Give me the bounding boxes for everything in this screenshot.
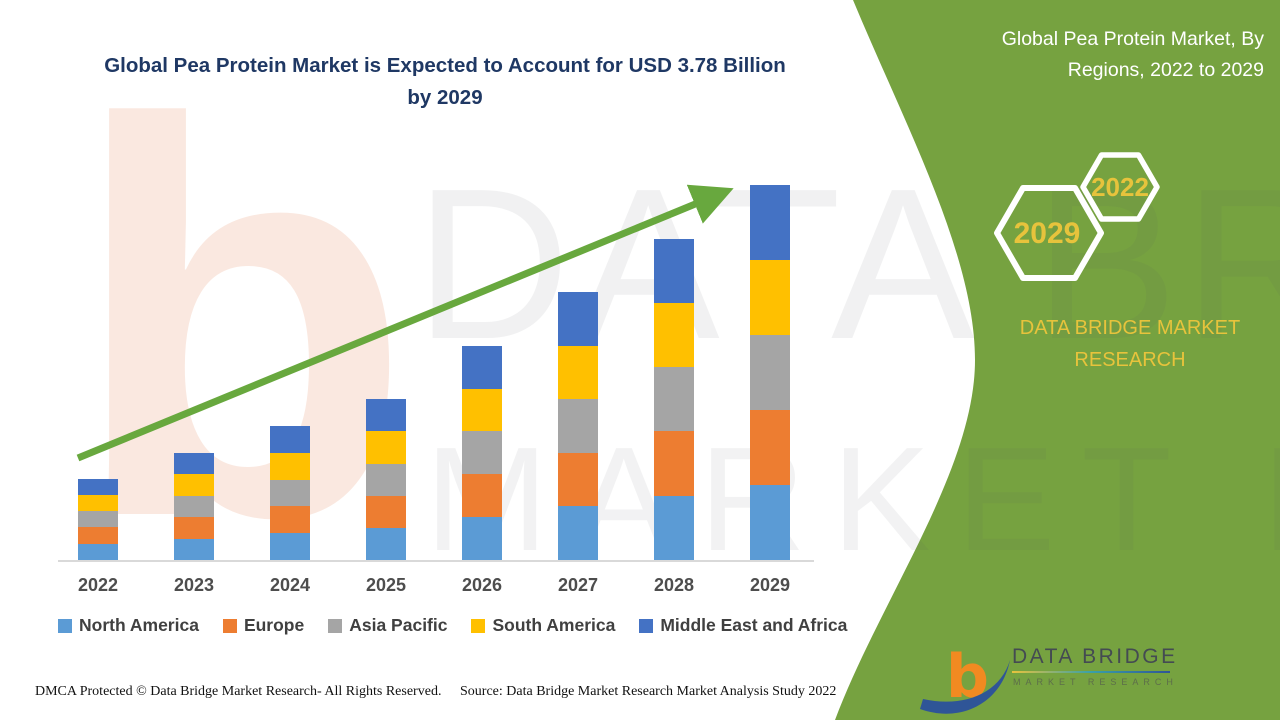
legend-label: North America <box>79 615 199 635</box>
bar-2022-europe <box>78 527 118 544</box>
legend-label: South America <box>492 615 616 635</box>
bar-2024-europe <box>270 506 310 534</box>
bar-2025-south-america <box>366 431 406 464</box>
bar-2023-north-america <box>174 538 214 560</box>
bar-2027-middle-east-and-africa <box>558 292 598 346</box>
bar-2028-north-america <box>654 495 694 560</box>
x-axis-label-2023: 2023 <box>173 575 215 595</box>
bar-2026-asia-pacific <box>462 431 502 475</box>
bar-2025-north-america <box>366 527 406 560</box>
side-panel-heading-line1: Global Pea Protein Market, By <box>1001 28 1264 50</box>
bar-2024-north-america <box>270 533 310 560</box>
bar-2029-middle-east-and-africa <box>750 185 790 261</box>
legend-swatch-icon <box>58 618 72 633</box>
logo-name: DATA BRIDGE <box>1012 645 1178 668</box>
bar-2029-europe <box>750 410 790 486</box>
bar-2023-europe <box>174 517 214 539</box>
legend-swatch-icon <box>639 618 654 633</box>
watermark-logo-b: b <box>70 7 413 633</box>
bar-2027-south-america <box>558 345 598 400</box>
bar-2027-europe <box>558 452 598 507</box>
chart-title: Global Pea Protein Market is Expected to… <box>40 50 850 114</box>
side-panel-brand-text: DATA BRIDGE MARKET RESEARCH <box>985 312 1275 376</box>
x-axis-label-2026: 2026 <box>461 575 503 595</box>
legend-swatch-icon <box>222 618 237 633</box>
legend-label: Asia Pacific <box>349 615 448 635</box>
bar-2025-asia-pacific <box>366 463 406 496</box>
bar-2022-middle-east-and-africa <box>78 478 118 495</box>
bar-2022-south-america <box>78 494 118 512</box>
legend-swatch-icon <box>471 618 486 633</box>
chart-legend: North America Europe Asia Pacific South Ame… <box>58 615 847 636</box>
side-panel-heading-line2: Regions, 2022 to 2029 <box>1067 59 1264 81</box>
logo-swoosh-icon <box>920 660 1010 714</box>
footer-source-text: Source: Data Bridge Market Research Mark… <box>460 684 837 699</box>
logo-tagline: MARKET RESEARCH <box>1013 677 1178 687</box>
bar-2026-europe <box>462 474 502 518</box>
bar-2028-europe <box>654 431 694 496</box>
x-axis-label-2025: 2025 <box>365 575 407 595</box>
logo-b-icon: b <box>946 642 989 712</box>
legend-item-south-america: South America <box>471 615 615 636</box>
legend-swatch-icon <box>328 618 343 633</box>
bar-2024-middle-east-and-africa <box>270 426 310 453</box>
x-axis-label-2028: 2028 <box>653 575 695 595</box>
side-panel-brand-line2: RESEARCH <box>1074 349 1186 371</box>
footer-dmca-text: DMCA Protected © Data Bridge Market Rese… <box>35 684 442 699</box>
side-panel-heading: Global Pea Protein Market, By Regions, 2… <box>930 24 1264 86</box>
bar-2028-south-america <box>654 302 694 368</box>
bar-2022-asia-pacific <box>78 511 118 528</box>
legend-item-middle-east-and-africa: Middle East and Africa <box>639 615 847 636</box>
x-axis-label-2024: 2024 <box>269 575 311 595</box>
legend-label: Middle East and Africa <box>660 615 848 635</box>
bar-2026-middle-east-and-africa <box>462 345 502 389</box>
bar-2026-north-america <box>462 517 502 560</box>
legend-item-europe: Europe <box>222 615 305 636</box>
hexagon-2029 <box>994 185 1104 281</box>
bar-2022-north-america <box>78 543 118 560</box>
bar-2027-asia-pacific <box>558 399 598 453</box>
bar-2029-asia-pacific <box>750 335 790 411</box>
x-axis-line <box>58 560 814 562</box>
legend-label: Europe <box>243 615 305 635</box>
bar-2025-europe <box>366 495 406 528</box>
bar-2028-middle-east-and-africa <box>654 238 694 303</box>
bar-2023-middle-east-and-africa <box>174 452 214 475</box>
x-axis-label-2029: 2029 <box>749 575 791 595</box>
x-axis-label-2022: 2022 <box>77 575 119 595</box>
chart-title-line1: Global Pea Protein Market is Expected to… <box>104 54 786 77</box>
hexagon-2022-label: 2022 <box>1091 172 1149 202</box>
bar-2024-asia-pacific <box>270 479 310 507</box>
bar-2026-south-america <box>462 388 502 432</box>
hexagon-2022 <box>1080 152 1160 222</box>
legend-item-asia-pacific: Asia Pacific <box>328 615 447 636</box>
x-axis-label-2027: 2027 <box>557 575 599 595</box>
bar-2023-south-america <box>174 474 214 496</box>
logo-rule <box>1012 671 1170 673</box>
bar-2027-north-america <box>558 506 598 560</box>
side-panel-brand-line1: DATA BRIDGE MARKET <box>1019 317 1241 339</box>
bar-2028-asia-pacific <box>654 367 694 432</box>
bar-2025-middle-east-and-africa <box>366 399 406 432</box>
legend-item-north-america: North America <box>58 615 199 636</box>
bar-2023-asia-pacific <box>174 495 214 518</box>
bar-2029-south-america <box>750 260 790 336</box>
chart-title-line2: by 2029 <box>407 86 483 109</box>
bar-2024-south-america <box>270 452 310 480</box>
bar-2029-north-america <box>750 485 790 560</box>
hexagon-2029-label: 2029 <box>1014 217 1081 250</box>
